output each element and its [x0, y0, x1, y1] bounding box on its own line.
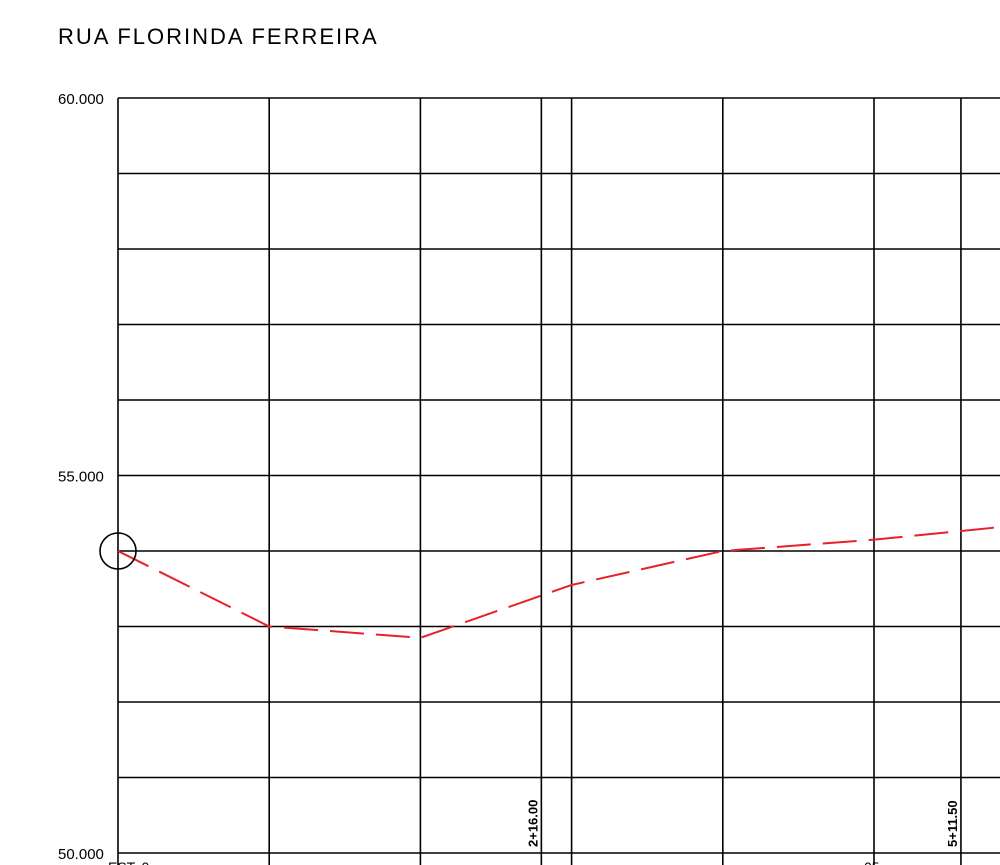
- y-tick-label: 60.000: [58, 91, 104, 108]
- station-label: 2+16.00: [525, 800, 540, 847]
- start-marker-circle: [99, 532, 137, 570]
- y-tick-label: 50.000: [58, 846, 104, 863]
- station-label: 5+11.50: [945, 800, 960, 847]
- y-tick-label: 55.000: [58, 469, 104, 486]
- profile-line: [117, 526, 1000, 639]
- station-bottom-label: EST. 0: [108, 859, 149, 865]
- drawing-title: RUA FLORINDA FERREIRA: [58, 24, 379, 49]
- station-bottom-label: 05: [864, 859, 880, 865]
